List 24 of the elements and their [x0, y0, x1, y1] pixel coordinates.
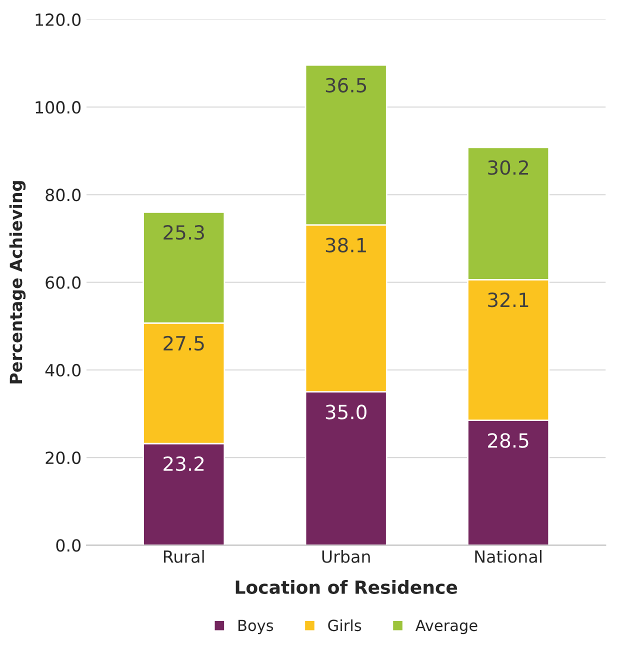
y-tick-label: 40.0	[45, 364, 81, 376]
data-label: 38.1	[326, 238, 366, 252]
x-axis-title: Location of Residence	[236, 580, 458, 594]
y-axis-title: Percentage Achieving	[9, 181, 26, 384]
x-tick-label: National	[475, 550, 542, 563]
x-tick-label: Rural	[164, 550, 204, 563]
data-label: 30.2	[488, 160, 528, 175]
data-label: 25.3	[164, 225, 204, 240]
y-tick-label: 60.0	[46, 276, 81, 289]
y-tick-label: 120.0	[36, 13, 81, 26]
y-tick-label: 80.0	[46, 188, 81, 202]
x-tick-label: Urban	[322, 550, 370, 563]
legend-label: Boys	[238, 620, 274, 634]
data-label: 28.5	[488, 433, 528, 448]
data-label: 23.2	[164, 456, 204, 472]
legend-label: Average	[415, 620, 478, 634]
y-tick-label: 0.0	[56, 539, 81, 552]
data-label: 35.0	[326, 404, 366, 420]
legend-label: Girls	[328, 619, 362, 632]
data-label: 27.5	[164, 336, 204, 351]
y-tick-label: 20.0	[46, 452, 81, 464]
y-tick-label: 100.0	[36, 101, 81, 114]
data-label: 32.1	[488, 292, 528, 308]
data-label: 36.5	[326, 78, 366, 93]
